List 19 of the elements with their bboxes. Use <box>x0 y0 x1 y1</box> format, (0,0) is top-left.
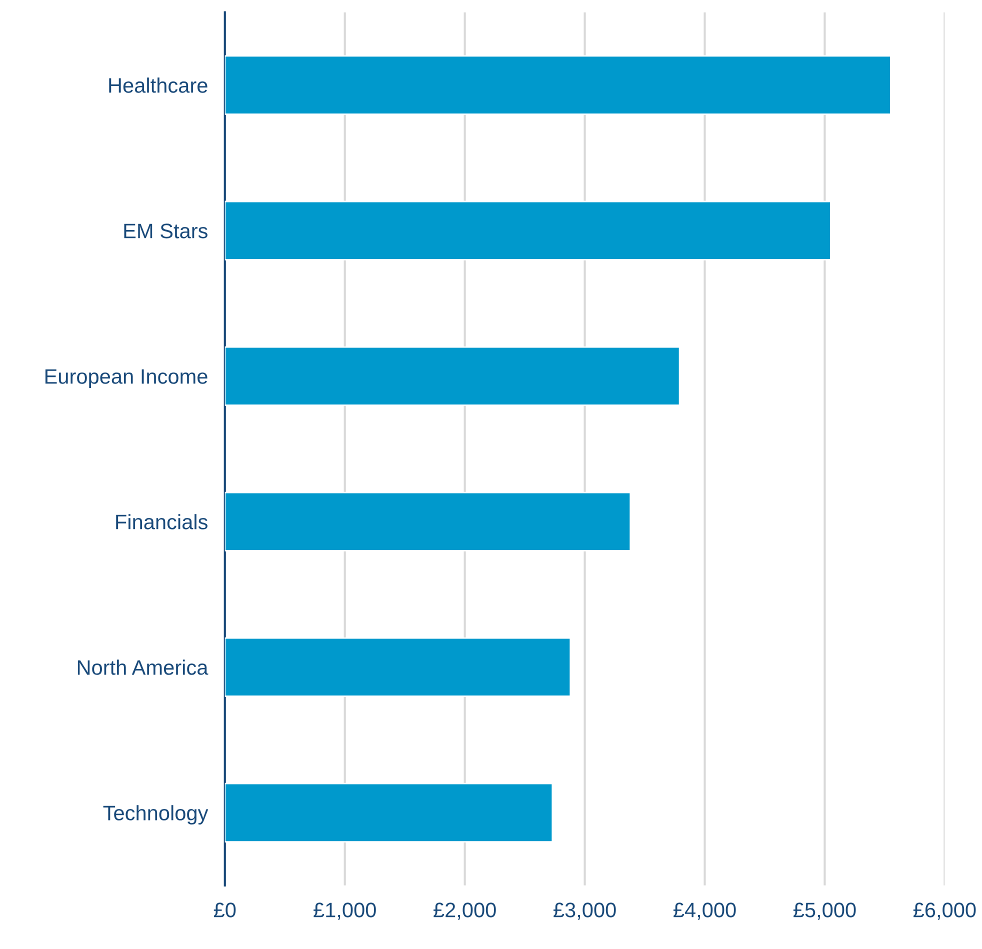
y-tick-label: Technology <box>103 805 208 825</box>
x-tick-label: £3,000 <box>554 902 616 920</box>
bar <box>224 492 632 552</box>
x-tick-label: £0 <box>214 902 236 918</box>
bar <box>224 200 832 260</box>
y-tick-label: European Income <box>45 369 208 388</box>
y-tick-label: Financials <box>116 514 208 530</box>
x-tick-label: £5,000 <box>793 902 856 920</box>
x-tick-label: £4,000 <box>673 902 736 920</box>
x-tick-label: £6,000 <box>913 902 976 920</box>
bar <box>224 55 892 115</box>
bar <box>224 346 680 406</box>
bar <box>224 637 572 697</box>
x-tick-label: £2,000 <box>434 902 496 920</box>
y-tick-label: Healthcare <box>109 78 208 93</box>
bar <box>224 782 554 842</box>
x-tick-label: £1,000 <box>314 902 376 920</box>
y-tick-label: EM Stars <box>124 224 208 238</box>
y-tick-label: North America <box>78 660 208 675</box>
